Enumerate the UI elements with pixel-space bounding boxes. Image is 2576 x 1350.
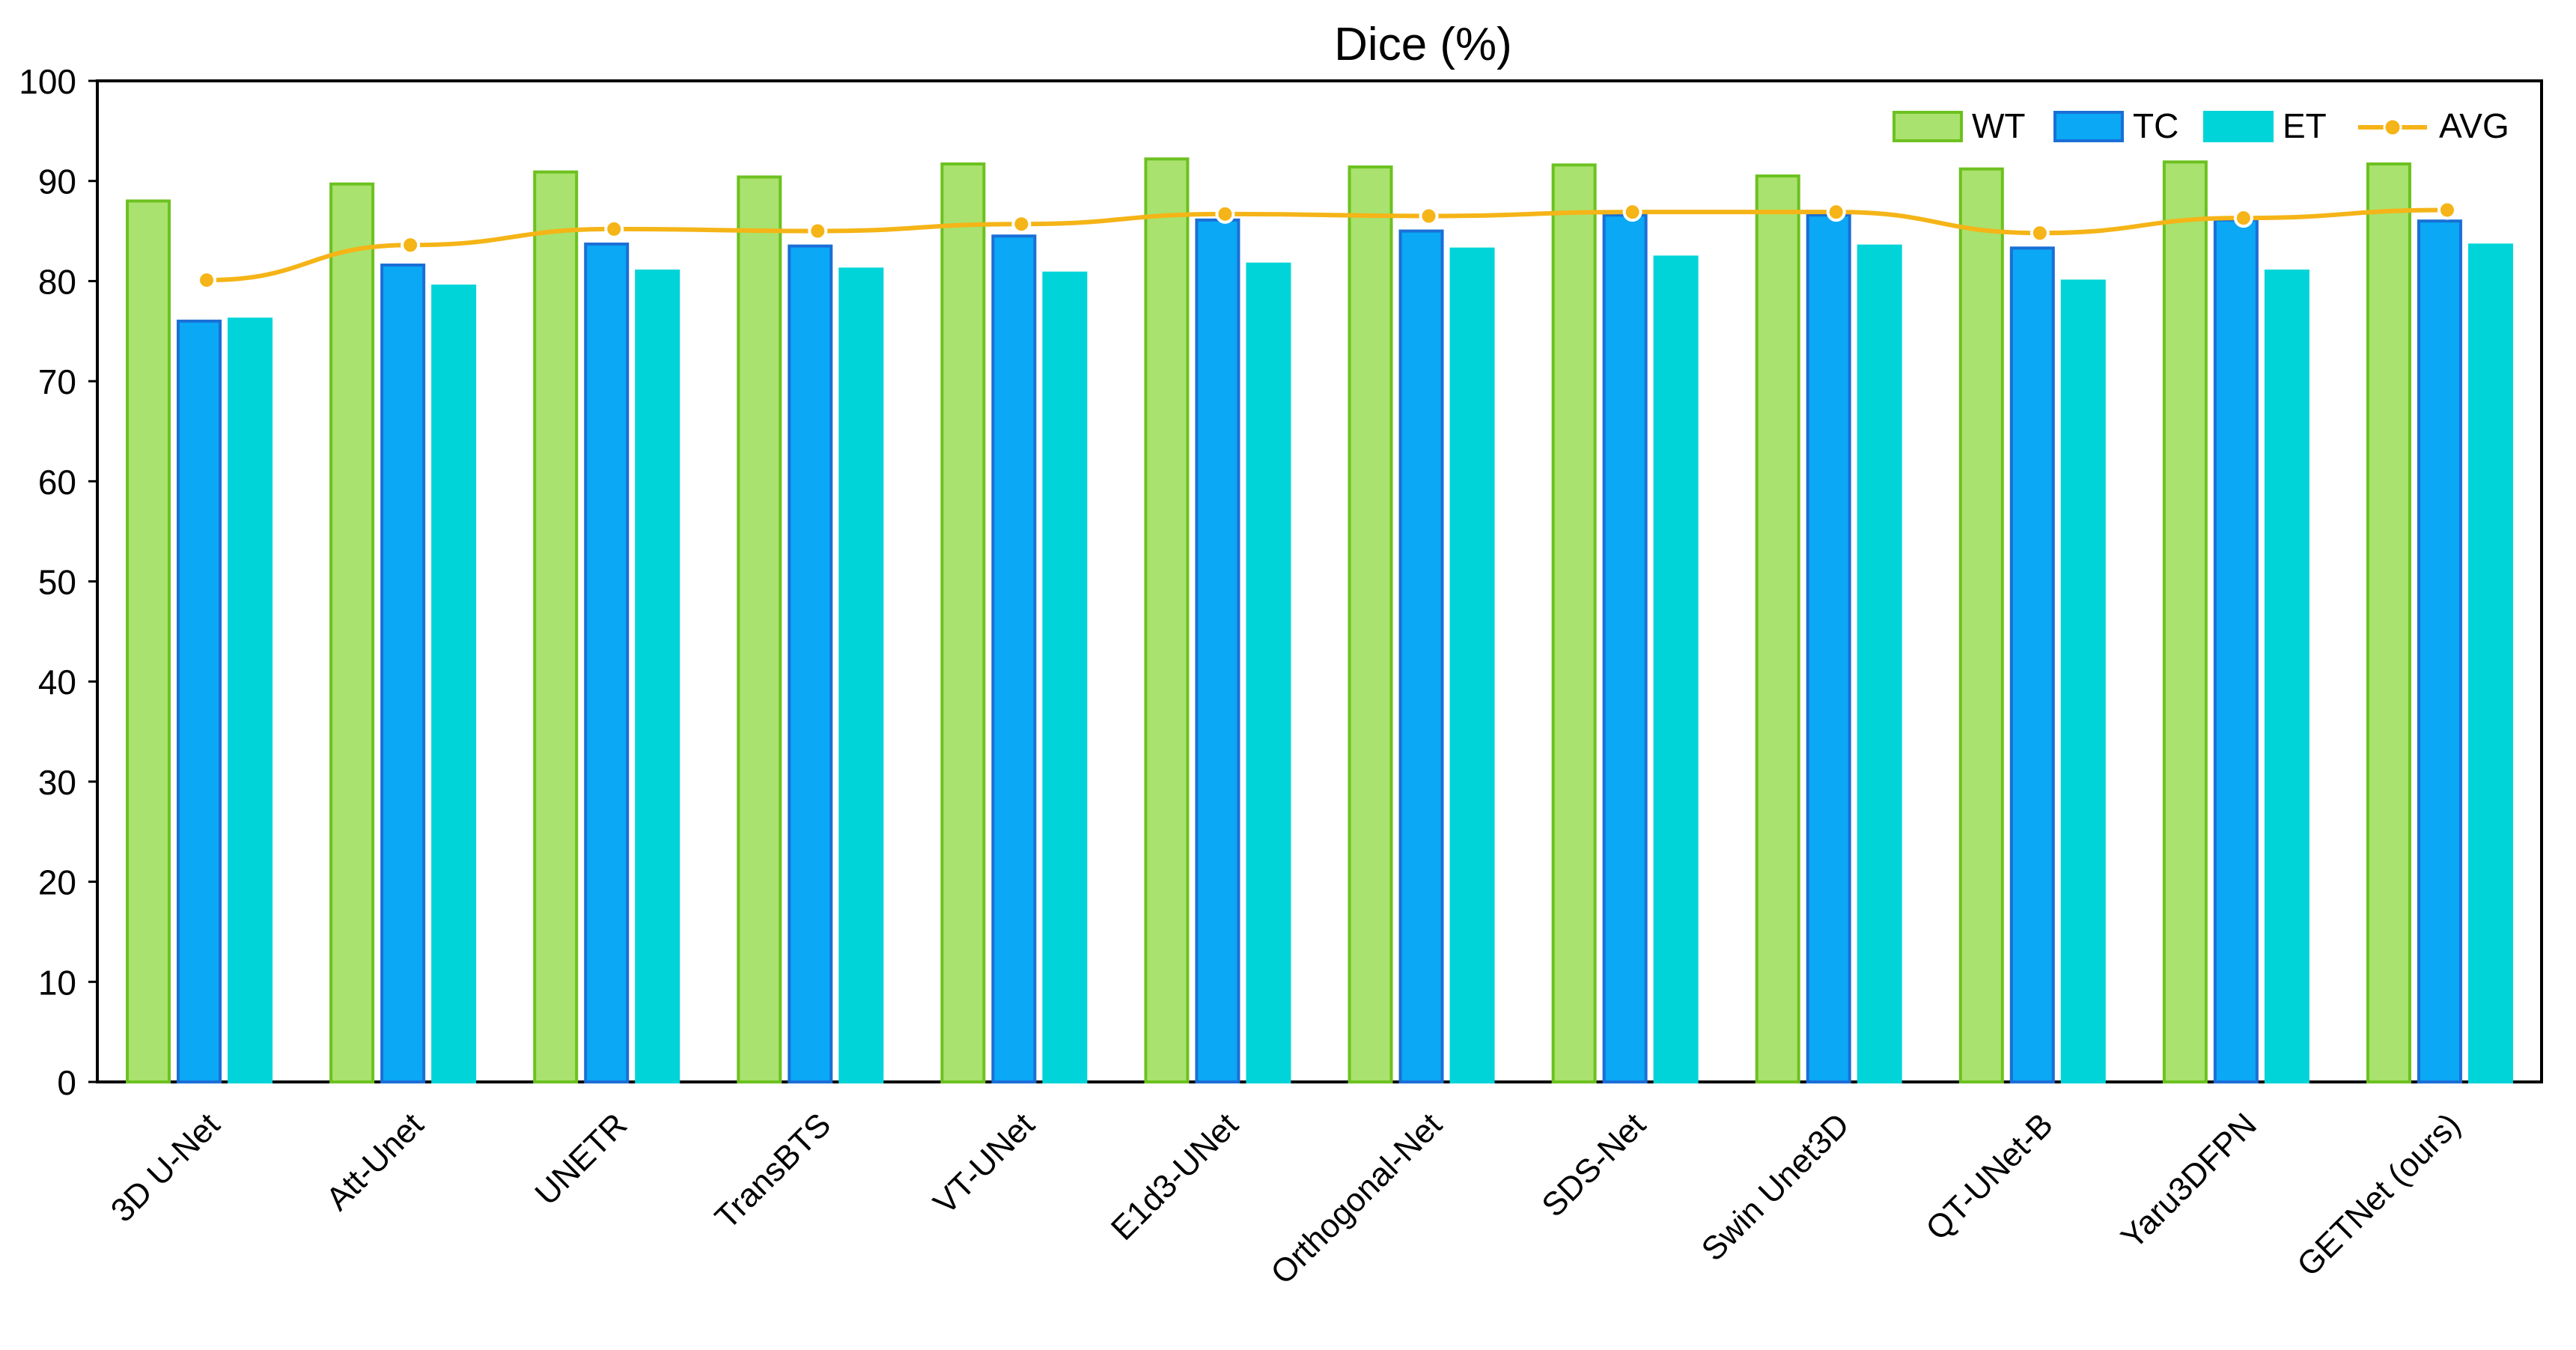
x-tick-label: Yaru3DFPN — [2114, 1106, 2264, 1256]
bar-et — [1449, 247, 1495, 1084]
avg-point — [1622, 202, 1642, 222]
y-tick-label: 80 — [38, 262, 76, 301]
y-tick-label: 90 — [38, 162, 76, 201]
x-tick-label: Att-Unet — [319, 1106, 430, 1217]
bar-et — [1246, 262, 1291, 1083]
bar-tc — [1398, 229, 1444, 1083]
x-tick-label: QT-UNet-B — [1919, 1106, 2059, 1247]
bar-wt — [533, 170, 579, 1084]
bar-et — [431, 285, 477, 1084]
x-tick-label: VT-UNet — [927, 1106, 1042, 1221]
bar-et — [1653, 255, 1699, 1083]
bar-wt — [329, 182, 375, 1083]
bar-et — [228, 317, 273, 1083]
y-tick-label: 50 — [38, 563, 76, 602]
y-tick-label: 30 — [38, 763, 76, 802]
bar-wt — [126, 199, 171, 1084]
bar-tc — [177, 319, 222, 1083]
bar-tc — [1195, 218, 1240, 1083]
x-tick-label: Orthogonal-Net — [1264, 1106, 1449, 1291]
avg-point — [2437, 200, 2457, 220]
y-tick-label: 10 — [38, 963, 76, 1002]
bar-wt — [940, 162, 986, 1084]
x-tick-label: GETNet (ours) — [2290, 1106, 2467, 1283]
x-tick-label: Swin Unet3D — [1695, 1106, 1857, 1268]
bar-tc — [380, 264, 426, 1083]
x-tick-label: E1d3-UNet — [1104, 1106, 1246, 1247]
bar-et — [1042, 271, 1088, 1084]
avg-point — [2233, 208, 2253, 228]
bar-wt — [2162, 160, 2208, 1083]
bar-tc — [2417, 219, 2462, 1083]
bar-wt — [1755, 174, 1800, 1083]
x-tick-label: UNETR — [528, 1106, 634, 1212]
chart-title: Dice (%) — [1334, 19, 1512, 70]
series-line-avg — [207, 207, 2447, 283]
y-tick-label: 60 — [38, 463, 76, 502]
avg-point — [1826, 202, 1846, 222]
bar-tc — [991, 234, 1037, 1083]
bar-tc — [1806, 213, 1851, 1084]
avg-point — [1011, 214, 1032, 234]
avg-point — [808, 221, 828, 241]
bar-wt — [737, 175, 782, 1083]
x-tick-label: TransBTS — [708, 1106, 838, 1236]
avg-point — [401, 235, 421, 255]
bar-tc — [788, 244, 833, 1084]
y-tick-label: 100 — [19, 62, 76, 101]
avg-point — [1419, 206, 1439, 226]
avg-point — [2030, 223, 2050, 243]
y-tick-label: 0 — [57, 1063, 76, 1102]
legend-label-wt: WT — [1972, 106, 2026, 145]
bar-wt — [1551, 163, 1597, 1084]
bar-tc — [2009, 246, 2055, 1083]
legend-label-avg: AVG — [2439, 106, 2509, 145]
bar-et — [2264, 270, 2309, 1083]
bar-tc — [2213, 218, 2259, 1083]
bar-wt — [1958, 167, 2004, 1083]
legend-swatch-wt — [1893, 111, 1963, 142]
legend-marker-avg — [2383, 118, 2402, 137]
legend-swatch-et — [2203, 111, 2274, 142]
legend-swatch-tc — [2053, 111, 2124, 142]
legend-label-tc: TC — [2133, 106, 2178, 145]
legend: WT TC ET AVG — [1893, 106, 2509, 145]
bar-et — [635, 270, 680, 1083]
bar-wt — [2366, 162, 2411, 1084]
avg-point — [1215, 204, 1235, 224]
bar-wt — [1348, 165, 1393, 1083]
legend-label-et: ET — [2283, 106, 2327, 145]
y-tick-label: 20 — [38, 863, 76, 902]
bar-et — [2467, 243, 2513, 1084]
y-tick-label: 70 — [38, 362, 76, 401]
x-tick-label: 3D U-Net — [104, 1106, 227, 1229]
avg-point — [197, 270, 217, 291]
bar-tc — [584, 242, 630, 1083]
bar-et — [838, 267, 884, 1084]
bar-et — [1857, 244, 1902, 1084]
x-tick-label: SDS-Net — [1535, 1106, 1652, 1223]
bar-wt — [1144, 157, 1190, 1083]
bar-tc — [1602, 213, 1648, 1084]
plot-area: 0 10 20 30 40 50 60 70 80 90 100 3D U-Net Att-Unet UN… — [19, 62, 2543, 1292]
y-tick-label: 40 — [38, 663, 76, 702]
avg-point — [604, 219, 624, 239]
bar-et — [2060, 279, 2106, 1083]
